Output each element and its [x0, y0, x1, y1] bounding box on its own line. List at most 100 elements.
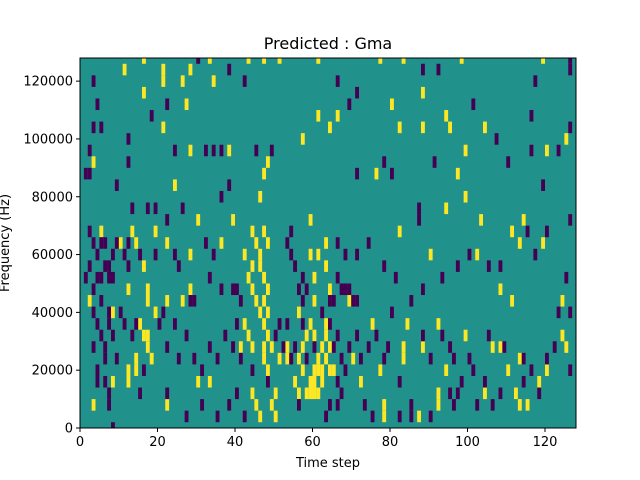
heatmap-cell-low-113: [525, 225, 530, 238]
heatmap-cell-high-38: [173, 179, 177, 191]
heatmap-cell-low-145: [207, 341, 212, 353]
heatmap-cell-high-30: [421, 121, 425, 134]
heatmap-cell-low-196: [455, 387, 460, 400]
heatmap-cell-low-220: [328, 399, 332, 411]
heatmap-cell-low-7: [196, 58, 201, 64]
heatmap-cell-high-23: [483, 121, 487, 134]
heatmap-cell-high-151: [359, 375, 363, 388]
heatmap-cell-low-64: [103, 237, 108, 249]
heatmap-cell-low-1: [95, 98, 100, 111]
heatmap-cell-high-150: [351, 352, 356, 365]
heatmap-cell-low-165: [339, 352, 344, 365]
heatmap-cell-low-70: [126, 237, 131, 249]
heatmap-cell-low-184: [459, 375, 464, 388]
heatmap-cell-low-160: [312, 341, 317, 353]
heatmap-cell-high-29: [397, 121, 402, 134]
heatmap-cell-low-57: [107, 271, 112, 284]
heatmap-cell-high-88: [498, 283, 503, 296]
heatmap-cell-low-159: [304, 352, 309, 365]
heatmap-cell-low-212: [200, 399, 205, 411]
heatmap-cell-high-139: [316, 364, 321, 376]
heatmap-cell-high-14: [142, 86, 146, 99]
heatmap-cell-low-223: [95, 375, 100, 388]
heatmap-cell-high-41: [463, 190, 468, 203]
heatmap-cell-high-55: [250, 225, 255, 238]
heatmap-cell-low-155: [285, 318, 290, 330]
heatmap-cell-high-99: [149, 352, 154, 365]
heatmap-cell-low-3: [99, 121, 104, 134]
heatmap-cell-low-85: [289, 248, 294, 261]
heatmap-cell-low-100: [335, 237, 340, 249]
heatmap-cell-low-24: [173, 144, 177, 157]
heatmap-cell-high-93: [126, 283, 131, 296]
heatmap-cell-low-102: [355, 248, 360, 261]
heatmap-cell-high-0: [122, 63, 127, 76]
heatmap-cell-low-101: [343, 248, 348, 261]
heatmap-cell-high-50: [153, 225, 158, 238]
heatmap-cell-low-218: [215, 410, 220, 423]
heatmap-cell-high-123: [300, 364, 305, 376]
heatmap-cell-low-211: [297, 399, 301, 411]
heatmap-cell-high-111: [238, 341, 243, 353]
heatmap-cell-low-94: [335, 271, 340, 284]
heatmap-cell-high-54: [219, 237, 224, 249]
heatmap-cell-high-86: [521, 214, 526, 226]
heatmap-cell-high-131: [320, 375, 325, 388]
heatmap-cell-low-144: [200, 364, 205, 376]
heatmap-cell-low-52: [87, 225, 92, 238]
heatmap-cell-low-135: [134, 318, 139, 330]
heatmap-cell-low-12: [347, 98, 352, 111]
heatmap-cell-low-190: [529, 364, 534, 376]
heatmap-cell-high-102: [165, 295, 170, 307]
heatmap-cell-low-48: [417, 202, 422, 215]
heatmap-cell-high-33: [463, 144, 468, 157]
heatmap-cell-high-83: [510, 225, 515, 238]
heatmap-cell-low-191: [545, 352, 549, 365]
heatmap-cell-high-134: [324, 329, 329, 342]
y-tick-label-120000: 120000: [23, 75, 73, 90]
heatmap-cell-low-157: [293, 341, 298, 353]
heatmap-cell-high-187: [207, 375, 212, 388]
heatmap-cell-high-125: [308, 318, 313, 330]
heatmap-cell-high-183: [111, 375, 115, 388]
heatmap-cell-low-5: [149, 110, 154, 122]
heatmap-cell-low-201: [498, 387, 503, 400]
heatmap-cell-low-58: [111, 248, 115, 261]
heatmap-cell-low-54: [95, 248, 100, 261]
heatmap-cell-low-152: [273, 329, 278, 342]
heatmap-cell-low-202: [362, 399, 367, 411]
heatmap-cell-low-129: [107, 387, 112, 400]
heatmap-cell-low-11: [355, 86, 360, 99]
heatmap-cell-low-189: [521, 352, 526, 365]
heatmap-cell-low-198: [475, 399, 480, 411]
heatmap-cell-low-187: [486, 329, 491, 342]
heatmap-cell-high-175: [269, 399, 274, 411]
heatmap-cell-low-188: [502, 341, 507, 353]
heatmap-cell-high-84: [517, 237, 522, 249]
heatmap-cell-low-36: [87, 167, 92, 180]
heatmap-cell-low-197: [452, 399, 456, 411]
heatmap-cell-low-93: [331, 295, 336, 307]
heatmap-cell-low-35: [83, 167, 88, 180]
heatmap-cell-low-17: [533, 75, 538, 87]
heatmap-cell-low-216: [111, 422, 115, 428]
heatmap-cell-low-177: [390, 306, 394, 319]
heatmap-cell-high-129: [312, 375, 317, 388]
heatmap-cell-low-6: [165, 98, 170, 111]
heatmap-cell-high-3: [180, 75, 185, 87]
heatmap-cell-low-92: [328, 295, 332, 307]
heatmap-cell-high-156: [436, 318, 441, 330]
heatmap-cell-high-71: [308, 214, 313, 226]
heatmap-cell-high-138: [331, 364, 336, 376]
heatmap-cell-low-114: [533, 248, 538, 261]
heatmap-cell-low-68: [126, 260, 131, 272]
heatmap-cell-high-122: [300, 341, 305, 353]
heatmap-cell-low-65: [107, 260, 112, 272]
heatmap-cell-high-163: [560, 329, 565, 342]
heatmap-cell-high-154: [405, 318, 410, 330]
heatmap-cell-high-65: [262, 271, 267, 284]
heatmap-cell-low-149: [235, 318, 239, 330]
heatmap-cell-low-209: [242, 410, 247, 423]
y-axis: 0 20000 40000 60000 80000 100000 120000: [23, 75, 80, 437]
heatmap-cell-high-37: [91, 156, 96, 168]
